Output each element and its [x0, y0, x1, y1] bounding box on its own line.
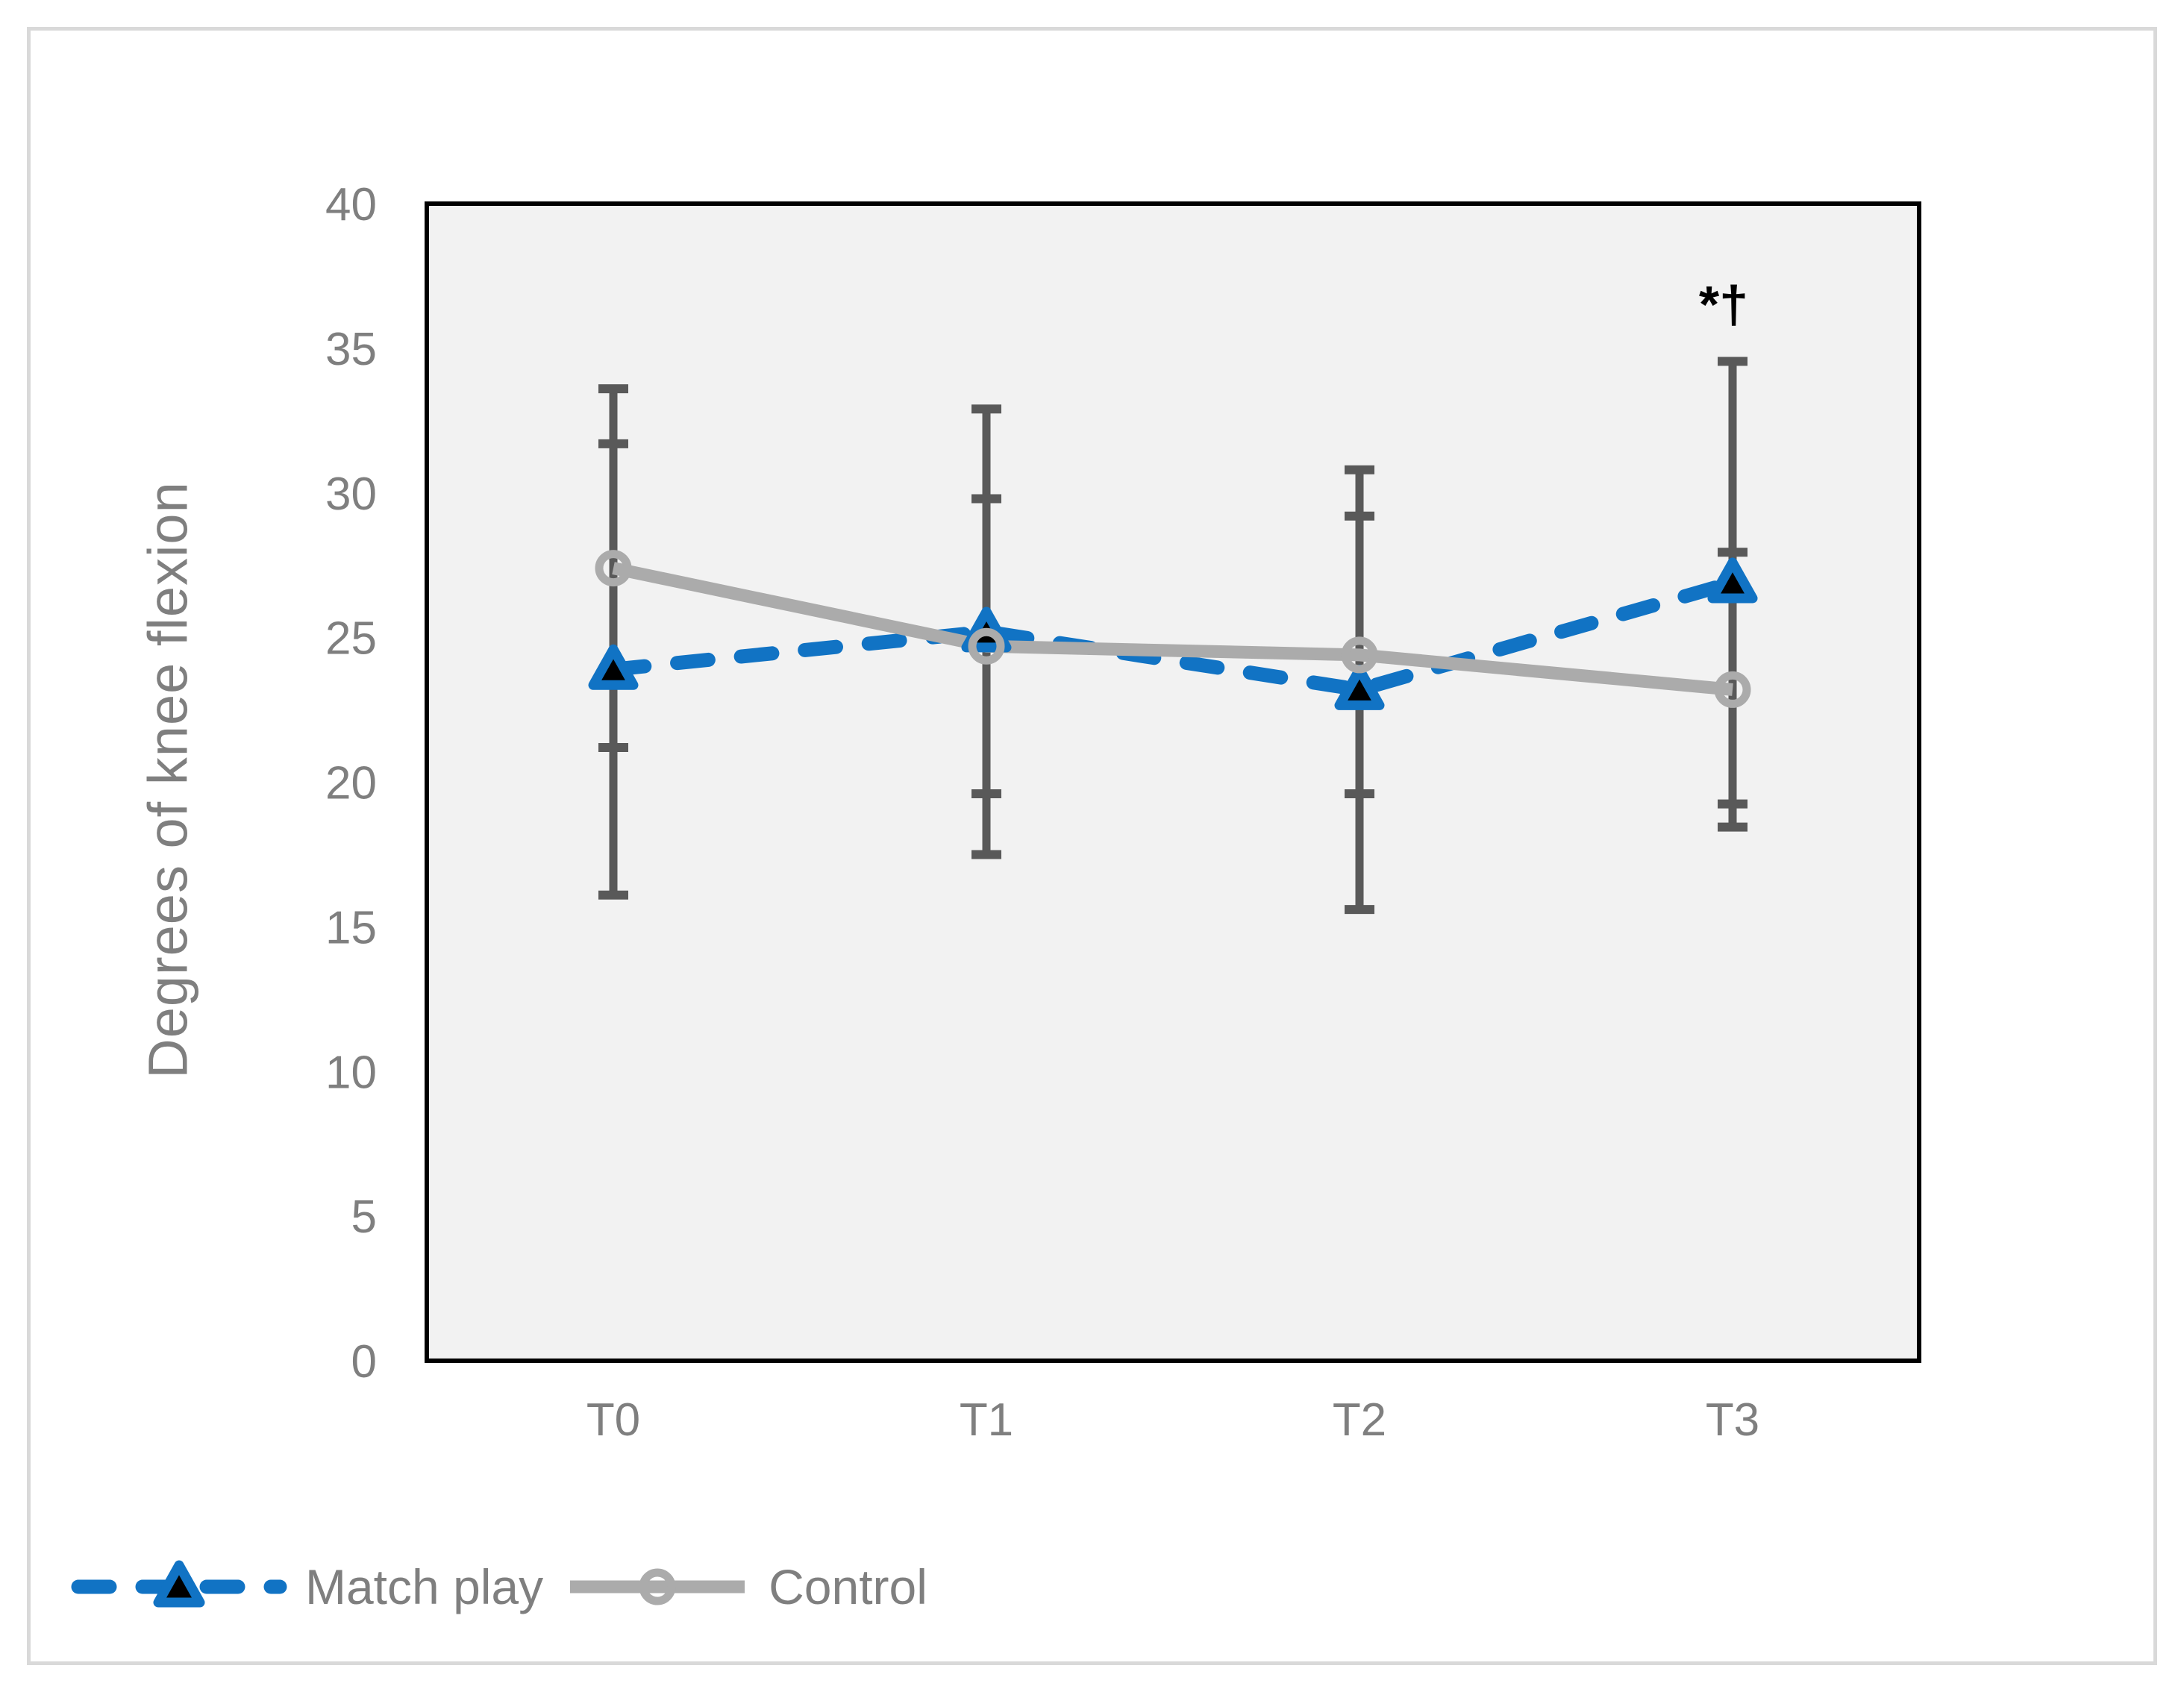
- y-tick-label: 25: [325, 613, 377, 665]
- y-tick-label: 10: [325, 1047, 377, 1098]
- control-line-sample-icon: [570, 1568, 745, 1605]
- y-tick-label: 15: [325, 902, 377, 953]
- y-tick-label: 0: [351, 1336, 377, 1388]
- legend-label-match-play: Match play: [305, 1559, 544, 1614]
- y-tick-label: 40: [325, 179, 377, 231]
- data-point-match-play-T3: [1707, 557, 1758, 604]
- data-point-control-T2: [1341, 636, 1378, 674]
- x-category-label: T0: [586, 1394, 640, 1446]
- plot-area: [425, 201, 1921, 1363]
- data-point-control-T0: [595, 550, 632, 587]
- data-point-match-play-T0: [588, 644, 639, 690]
- legend-label-control: Control: [769, 1559, 927, 1614]
- y-tick-label: 5: [351, 1191, 377, 1243]
- match-play-line-sample-icon: [71, 1560, 287, 1608]
- significance-annotation: *†: [1698, 275, 1749, 333]
- y-tick-label: 30: [325, 469, 377, 520]
- data-point-match-play-T2: [1334, 664, 1385, 710]
- y-axis-title-wrap: Degrees of knee flexion: [112, 418, 224, 1141]
- control-line: [612, 562, 1733, 696]
- data-point-control-T3: [1714, 671, 1751, 708]
- x-category-label: T1: [960, 1394, 1013, 1446]
- data-point-control-T1: [968, 627, 1005, 665]
- x-category-label: T3: [1706, 1394, 1759, 1446]
- x-category-label: T2: [1333, 1394, 1386, 1446]
- match-play-line: [606, 575, 1740, 698]
- legend-item-match-play: Match play: [71, 1549, 543, 1624]
- y-tick-label: 20: [325, 758, 377, 809]
- legend-item-control: Control: [564, 1549, 927, 1624]
- y-axis-title: Degrees of knee flexion: [137, 480, 199, 1079]
- legend: Match play Control: [71, 1546, 927, 1628]
- y-tick-label: 35: [325, 324, 377, 375]
